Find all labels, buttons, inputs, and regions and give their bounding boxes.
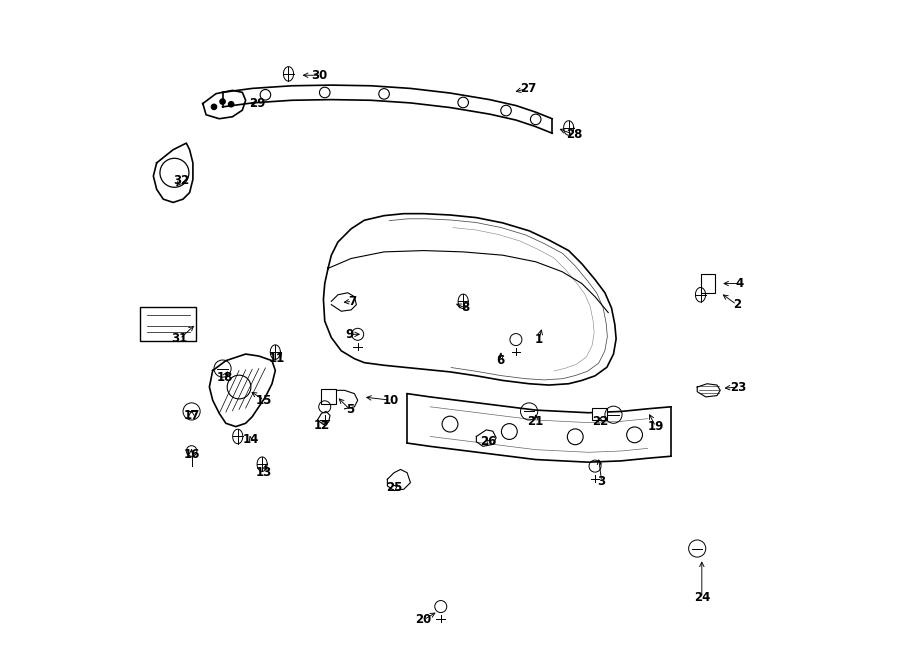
Text: 15: 15	[256, 394, 273, 406]
Text: 13: 13	[256, 466, 272, 479]
Text: 16: 16	[184, 448, 200, 461]
Text: 17: 17	[184, 409, 200, 422]
Text: 3: 3	[598, 475, 606, 488]
Text: 12: 12	[313, 419, 329, 432]
Text: 22: 22	[592, 416, 608, 428]
Bar	[700, 274, 715, 293]
Bar	[592, 408, 607, 420]
Circle shape	[229, 101, 234, 107]
Text: 18: 18	[216, 371, 233, 384]
Text: 26: 26	[480, 435, 497, 448]
Text: 4: 4	[736, 277, 744, 290]
Text: 9: 9	[346, 328, 354, 341]
Text: 2: 2	[733, 298, 741, 311]
Text: 23: 23	[731, 381, 747, 393]
Text: 19: 19	[647, 420, 664, 433]
Text: 14: 14	[243, 433, 259, 446]
Text: 25: 25	[386, 481, 402, 495]
Text: 10: 10	[382, 394, 399, 406]
Text: 8: 8	[461, 301, 469, 314]
Text: 1: 1	[535, 333, 543, 346]
Circle shape	[212, 104, 217, 109]
Text: 27: 27	[519, 82, 536, 95]
Text: 7: 7	[348, 295, 356, 308]
Bar	[321, 389, 336, 404]
Text: 24: 24	[694, 591, 710, 604]
Text: 5: 5	[346, 403, 354, 416]
Text: 29: 29	[249, 97, 266, 110]
Text: 30: 30	[311, 69, 328, 81]
Text: 6: 6	[496, 354, 504, 367]
Text: 28: 28	[566, 128, 582, 141]
Text: 11: 11	[269, 352, 285, 365]
Text: 32: 32	[173, 174, 189, 187]
Text: 20: 20	[416, 613, 432, 626]
Circle shape	[220, 99, 225, 104]
FancyBboxPatch shape	[140, 307, 196, 341]
Text: 21: 21	[527, 416, 544, 428]
Text: 31: 31	[172, 332, 188, 346]
